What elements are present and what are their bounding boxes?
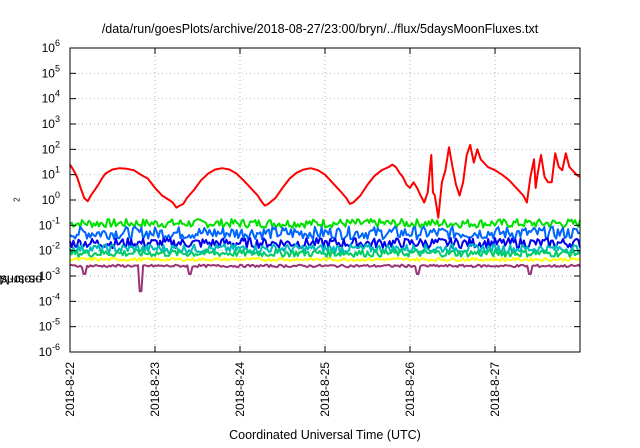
series-group [69, 143, 581, 293]
y-tick-label: 106 [42, 38, 60, 55]
x-tick-label: 2018-8-24 [233, 362, 247, 417]
axis-ticks: 10-6 10-5 10-4 10-3 10-2 10-1 100 101 102 103 104 1… [39, 38, 580, 417]
x-tick-label: 2018-8-26 [403, 362, 417, 417]
series-line-2 [69, 225, 581, 241]
y-tick-label: 10-1 [39, 215, 60, 232]
y-tick-label: 10-6 [39, 342, 60, 359]
x-tick-label: 2018-8-25 [318, 362, 332, 417]
chart-title: /data/run/goesPlots/archive/2018-08-27/2… [101, 22, 539, 36]
y-tick-label: 100 [42, 190, 60, 207]
series-line-7 [69, 263, 581, 293]
series-line-3 [69, 237, 581, 250]
grid-lines [70, 48, 580, 352]
series-line-4 [69, 243, 581, 255]
series-line-1 [69, 218, 581, 229]
y-tick-label: 10-4 [39, 291, 60, 308]
y-tick-label: 10-5 [39, 317, 60, 334]
series-line-0 [69, 143, 581, 219]
y-tick-label: 10-3 [39, 266, 60, 283]
y-tick-label: 103 [42, 114, 60, 131]
x-tick-label: 2018-8-22 [63, 362, 77, 417]
y-tick-label: 101 [42, 165, 60, 182]
y-tick-label: 10-2 [39, 241, 60, 258]
y-tick-label: 105 [42, 63, 60, 80]
x-axis-label: Coordinated Universal Time (UTC) [229, 428, 421, 442]
series-line-5 [69, 248, 581, 258]
y-tick-label: 104 [42, 89, 60, 106]
series-line-6 [69, 256, 581, 262]
y-tick-label: 102 [42, 139, 60, 156]
x-tick-label: 2018-8-23 [148, 362, 162, 417]
x-tick-label: 2018-8-27 [488, 362, 502, 417]
